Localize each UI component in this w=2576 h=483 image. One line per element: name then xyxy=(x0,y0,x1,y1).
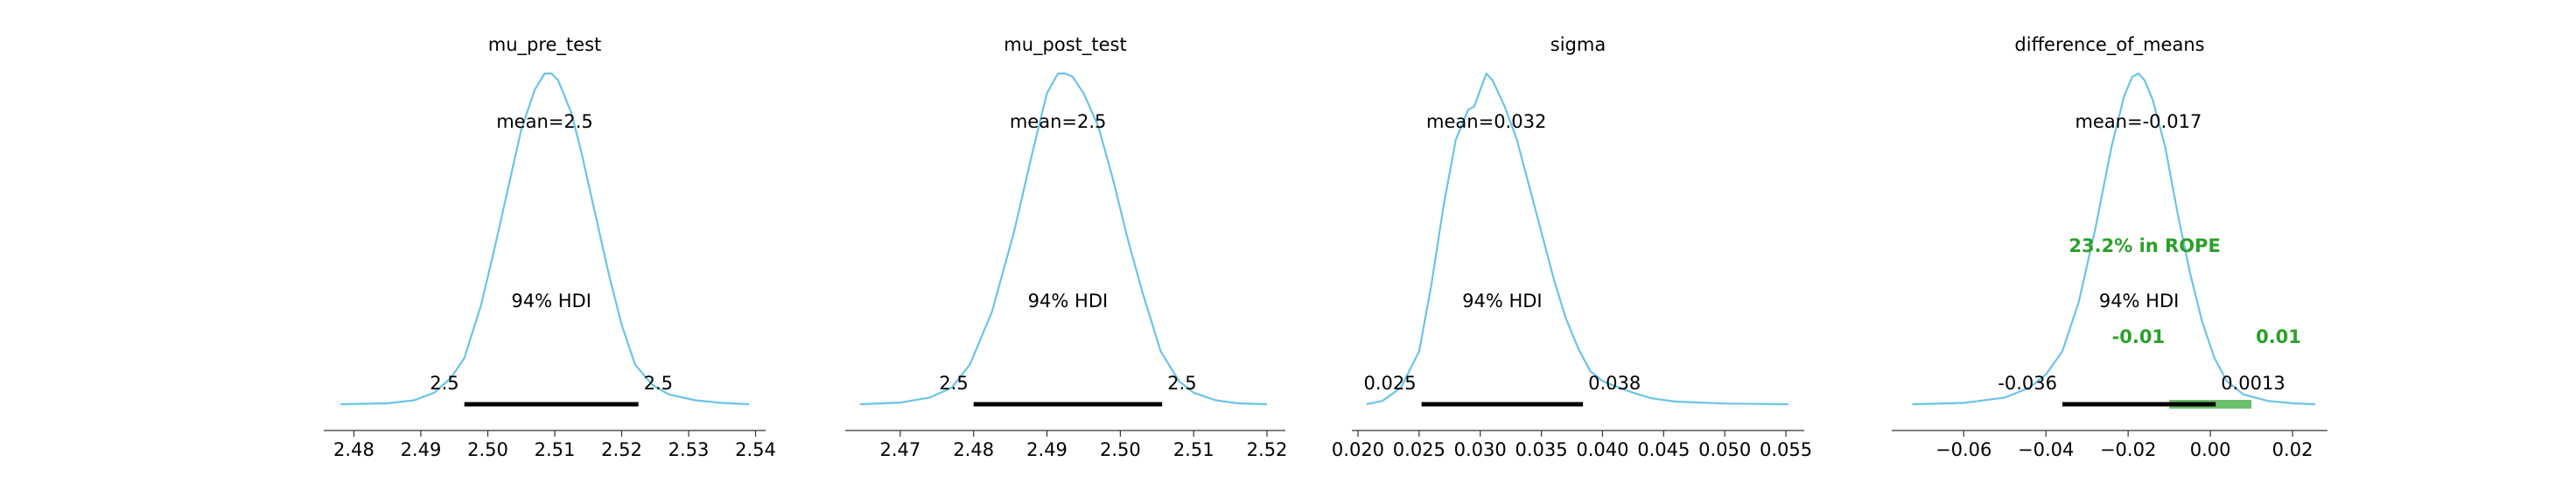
x-tick-label: 0.025 xyxy=(1393,439,1446,460)
hdi-upper-label: 0.0013 xyxy=(2221,373,2285,394)
hdi-lower-label: 2.5 xyxy=(939,373,968,394)
mean-label: mean=2.5 xyxy=(1010,111,1107,132)
rope-label: 23.2% in ROPE xyxy=(2068,235,2220,256)
subplot-title: mu_post_test xyxy=(1004,34,1126,56)
hdi-upper-label: 2.5 xyxy=(644,373,673,394)
subplot-sigma: sigma mean=0.032 94% HDI 0.025 0.038 0.020 0.0… xyxy=(1332,34,1812,460)
subplot-title: sigma xyxy=(1550,34,1606,55)
hdi-label: 94% HDI xyxy=(511,290,592,312)
x-tick-label: −0.04 xyxy=(2018,439,2074,460)
density-curve xyxy=(859,72,1268,406)
subplot-difference-of-means: difference_of_means mean=-0.017 94% HDI -0.… xyxy=(1892,34,2328,460)
density-curve xyxy=(340,72,749,406)
subplot-title: mu_pre_test xyxy=(488,34,602,56)
x-tick-label: 0.02 xyxy=(2272,439,2314,460)
x-tick-label: 2.54 xyxy=(735,439,776,460)
x-tick-label: 0.055 xyxy=(1760,439,1812,460)
x-tick-label: 2.53 xyxy=(668,439,710,460)
subplot-mu-pre-test: mu_pre_test mean=2.5 94% HDI 2.5 2.5 2.48 2.49… xyxy=(324,34,776,460)
mean-label: mean=2.5 xyxy=(496,111,593,132)
x-tick-label: 2.47 xyxy=(879,439,920,460)
x-tick-label: 2.50 xyxy=(467,439,508,460)
x-tick-label: 2.50 xyxy=(1100,439,1141,460)
x-tick-label: 2.48 xyxy=(953,439,994,460)
x-tick-label: 0.045 xyxy=(1637,439,1690,460)
hdi-lower-label: 2.5 xyxy=(430,373,458,394)
x-tick-label: 0.050 xyxy=(1698,439,1751,460)
mean-label: mean=0.032 xyxy=(1426,111,1546,132)
x-tick-label: −0.06 xyxy=(1936,439,1992,460)
x-tick-label: 2.48 xyxy=(333,439,374,460)
x-tick-label: 0.035 xyxy=(1516,439,1568,460)
x-tick-label: 0.020 xyxy=(1332,439,1384,460)
hdi-upper-label: 0.038 xyxy=(1588,373,1641,394)
hdi-label: 94% HDI xyxy=(1462,290,1543,312)
x-tick-label: 2.51 xyxy=(535,439,576,460)
x-tick-label: 2.49 xyxy=(401,439,442,460)
subplot-mu-post-test: mu_post_test mean=2.5 94% HDI 2.5 2.5 2.47 2.4… xyxy=(845,34,1287,460)
x-tick-label: −0.02 xyxy=(2100,439,2156,460)
mean-label: mean=-0.017 xyxy=(2075,111,2202,132)
hdi-label: 94% HDI xyxy=(2099,290,2180,312)
density-curve xyxy=(1912,72,2315,406)
rope-upper-label: 0.01 xyxy=(2256,326,2301,347)
subplot-title: difference_of_means xyxy=(2014,34,2204,56)
x-tick-label: 0.00 xyxy=(2190,439,2231,460)
x-tick-label: 0.040 xyxy=(1576,439,1628,460)
x-tick-label: 2.52 xyxy=(601,439,642,460)
density-curve xyxy=(1366,72,1788,406)
hdi-lower-label: 0.025 xyxy=(1364,373,1417,394)
hdi-upper-label: 2.5 xyxy=(1167,373,1196,394)
x-tick-label: 2.49 xyxy=(1026,439,1068,460)
x-tick-label: 2.52 xyxy=(1247,439,1288,460)
x-tick-label: 0.030 xyxy=(1454,439,1507,460)
hdi-label: 94% HDI xyxy=(1028,290,1109,312)
hdi-lower-label: -0.036 xyxy=(1998,373,2057,394)
x-tick-label: 2.51 xyxy=(1173,439,1214,460)
rope-lower-label: -0.01 xyxy=(2112,326,2166,347)
